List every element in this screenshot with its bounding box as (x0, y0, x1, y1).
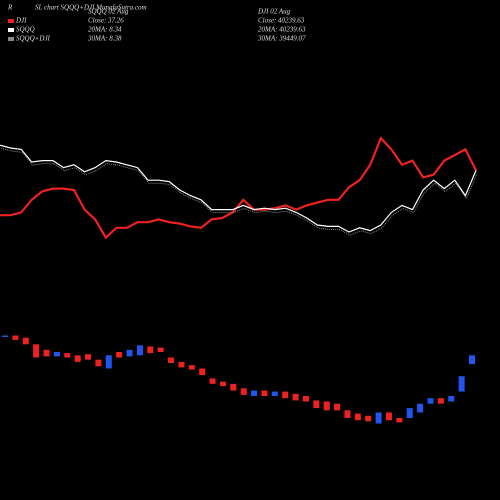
info-text: Close: 40239.63 (258, 17, 305, 25)
candle-body (396, 418, 403, 423)
line-series (0, 144, 477, 233)
candle-body (2, 335, 8, 337)
candle-body (375, 412, 382, 424)
candle-body (136, 345, 143, 356)
candle-body (437, 398, 444, 404)
candle-body (199, 368, 206, 376)
candle-body (64, 353, 71, 358)
candle-body (95, 359, 102, 367)
info-text: DJI 02 Aug (257, 8, 291, 16)
candle-body (209, 378, 216, 384)
candle-body (33, 344, 40, 358)
candle-body (85, 354, 92, 360)
candle-body (43, 349, 50, 357)
candle-body (251, 390, 258, 396)
info-text: SQQQ 02 Aug (88, 8, 129, 16)
info-text: 20MA: 40239.63 (258, 26, 306, 34)
candle-body (178, 361, 185, 368)
candle-body (219, 381, 226, 387)
candle-body (12, 335, 19, 340)
candle-body (354, 413, 361, 421)
candle-body (344, 410, 351, 418)
legend-label: SQQQ (16, 26, 35, 34)
info-text: Close: 37.26 (88, 17, 124, 25)
candle-body (427, 398, 434, 404)
candle-body (22, 337, 29, 345)
candle-body (334, 403, 341, 411)
candle-body (157, 347, 164, 352)
legend-swatch (8, 28, 14, 32)
legend-swatch (8, 19, 14, 23)
candle-body (271, 391, 278, 396)
candle-body (448, 396, 455, 402)
candle-body (292, 393, 299, 401)
candle-body (240, 388, 247, 395)
line-series (0, 136, 477, 240)
candle-body (53, 352, 60, 357)
candle-body (469, 355, 475, 365)
candle-body (74, 355, 81, 362)
corner-label: R (7, 4, 13, 12)
candle-body (323, 401, 330, 411)
legend-swatch (8, 37, 14, 41)
candle-body (385, 412, 392, 421)
candle-body (406, 408, 413, 418)
candle-body (188, 365, 195, 370)
line-shadow (0, 147, 478, 236)
candle-body (147, 346, 154, 354)
candle-body (282, 391, 289, 399)
candle-body (168, 357, 175, 363)
info-text: 30MA: 8.38 (87, 35, 122, 43)
candle-body (230, 383, 237, 391)
legend-label: SQQQ+DJI (16, 35, 51, 43)
chart-title: SL chart SQQQ+DJI MunafaSutra.com (35, 4, 147, 12)
legend-label: DJI (15, 17, 27, 25)
candle-body (458, 376, 465, 392)
candle-body (261, 390, 268, 396)
candle-body (365, 415, 372, 422)
info-text: 20MA: 8.34 (88, 26, 122, 34)
candle-body (116, 352, 123, 358)
candle-body (417, 403, 424, 413)
candle-body (302, 396, 309, 402)
candle-body (126, 349, 133, 357)
candle-body (313, 400, 320, 409)
info-text: 30MA: 39449.07 (257, 35, 306, 43)
candle-body (105, 355, 112, 369)
